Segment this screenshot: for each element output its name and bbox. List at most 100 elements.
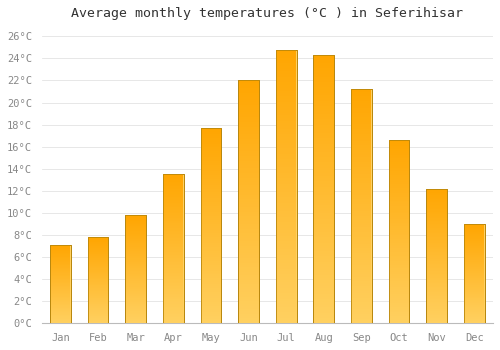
Bar: [426, 208, 446, 209]
Bar: [314, 146, 334, 149]
Bar: [314, 181, 334, 184]
Bar: [426, 273, 446, 275]
Bar: [352, 164, 372, 167]
Bar: [164, 289, 184, 290]
Bar: [201, 202, 221, 204]
Bar: [126, 290, 146, 291]
Bar: [352, 290, 372, 293]
Bar: [201, 306, 221, 308]
Bar: [164, 207, 184, 209]
Bar: [389, 190, 409, 191]
Bar: [201, 230, 221, 231]
Bar: [126, 317, 146, 318]
Bar: [426, 191, 446, 193]
Bar: [389, 278, 409, 279]
Bar: [164, 322, 184, 323]
Bar: [352, 103, 372, 106]
Bar: [314, 275, 334, 278]
Bar: [389, 252, 409, 254]
Bar: [164, 306, 184, 307]
Bar: [50, 301, 70, 302]
Bar: [238, 285, 258, 287]
Bar: [238, 246, 258, 248]
Bar: [164, 277, 184, 279]
Bar: [426, 275, 446, 276]
Bar: [164, 226, 184, 228]
Bar: [88, 237, 108, 238]
Bar: [352, 110, 372, 113]
Bar: [352, 223, 372, 225]
Bar: [238, 318, 258, 321]
Bar: [201, 251, 221, 253]
Bar: [426, 278, 446, 279]
Bar: [389, 322, 409, 323]
Bar: [238, 238, 258, 241]
Bar: [126, 251, 146, 252]
Bar: [238, 282, 258, 285]
Bar: [201, 315, 221, 317]
Bar: [426, 237, 446, 238]
Bar: [276, 124, 296, 126]
Bar: [126, 232, 146, 233]
Bar: [464, 225, 484, 226]
Bar: [126, 219, 146, 220]
Bar: [426, 211, 446, 213]
Bar: [464, 228, 484, 229]
Bar: [276, 321, 296, 323]
Bar: [389, 307, 409, 309]
Bar: [464, 260, 484, 261]
Bar: [238, 231, 258, 233]
Bar: [352, 300, 372, 302]
Bar: [88, 299, 108, 300]
Bar: [426, 189, 446, 190]
Bar: [352, 298, 372, 300]
Bar: [352, 167, 372, 169]
Bar: [88, 241, 108, 243]
Bar: [389, 276, 409, 278]
Bar: [464, 252, 484, 253]
Bar: [276, 241, 296, 244]
Bar: [464, 264, 484, 265]
Bar: [126, 305, 146, 306]
Bar: [200, 128, 222, 323]
Bar: [426, 306, 446, 307]
Bar: [88, 237, 108, 323]
Bar: [464, 245, 484, 246]
Bar: [426, 201, 446, 202]
Bar: [389, 217, 409, 219]
Bar: [88, 269, 108, 270]
Bar: [352, 148, 372, 150]
Bar: [126, 283, 146, 285]
Bar: [201, 247, 221, 249]
Bar: [389, 175, 409, 177]
Bar: [314, 122, 334, 125]
Bar: [50, 305, 70, 306]
Bar: [88, 278, 108, 279]
Bar: [389, 210, 409, 211]
Bar: [50, 245, 71, 323]
Bar: [276, 290, 296, 293]
Bar: [50, 246, 70, 247]
Bar: [238, 265, 258, 267]
Bar: [352, 228, 372, 230]
Bar: [164, 232, 184, 234]
Bar: [276, 129, 296, 132]
Bar: [464, 265, 484, 266]
Bar: [314, 85, 334, 87]
Bar: [464, 273, 484, 274]
Bar: [238, 117, 258, 119]
Bar: [314, 74, 334, 77]
Bar: [352, 284, 372, 286]
Bar: [126, 239, 146, 240]
Bar: [389, 188, 409, 190]
Bar: [238, 80, 259, 323]
Bar: [164, 210, 184, 211]
Bar: [201, 233, 221, 236]
Bar: [314, 170, 334, 173]
Bar: [464, 293, 484, 294]
Bar: [352, 256, 372, 258]
Bar: [314, 154, 334, 157]
Bar: [126, 241, 146, 242]
Bar: [50, 260, 70, 261]
Bar: [389, 199, 409, 201]
